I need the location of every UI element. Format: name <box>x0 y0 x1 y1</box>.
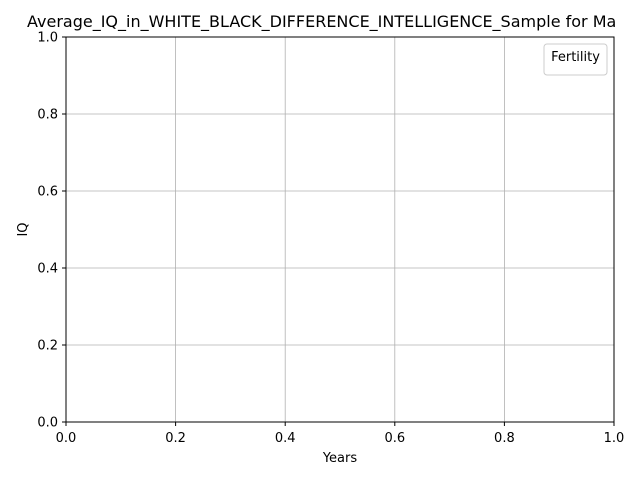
x-axis: 0.0 0.2 0.4 0.6 0.8 1.0 <box>56 422 625 446</box>
x-tick-label: 1.0 <box>604 431 625 446</box>
legend: Fertility <box>543 43 608 76</box>
y-axis-label: IQ <box>16 222 31 236</box>
x-tick-label: 0.0 <box>56 431 77 446</box>
grid-lines <box>65 36 615 423</box>
legend-box <box>543 43 608 76</box>
x-tick-label: 0.2 <box>165 431 186 446</box>
plot-frame <box>65 36 615 423</box>
x-axis-label: Years <box>322 451 358 466</box>
y-tick-label: 1.0 <box>37 31 58 46</box>
y-tick-label: 0.2 <box>37 339 58 354</box>
x-tick-label: 0.8 <box>494 431 515 446</box>
y-tick-label: 0.8 <box>37 108 58 123</box>
y-axis: 0.0 0.2 0.4 0.6 0.8 1.0 <box>37 31 66 431</box>
x-tick-label: 0.4 <box>275 431 296 446</box>
x-tick-label: 0.6 <box>384 431 405 446</box>
chart-title: Average_IQ_in_WHITE_BLACK_DIFFERENCE_INT… <box>27 12 616 32</box>
y-tick-label: 0.4 <box>37 262 58 277</box>
legend-title: Fertility <box>551 50 600 65</box>
y-tick-label: 0.0 <box>37 416 58 431</box>
y-tick-label: 0.6 <box>37 185 58 200</box>
